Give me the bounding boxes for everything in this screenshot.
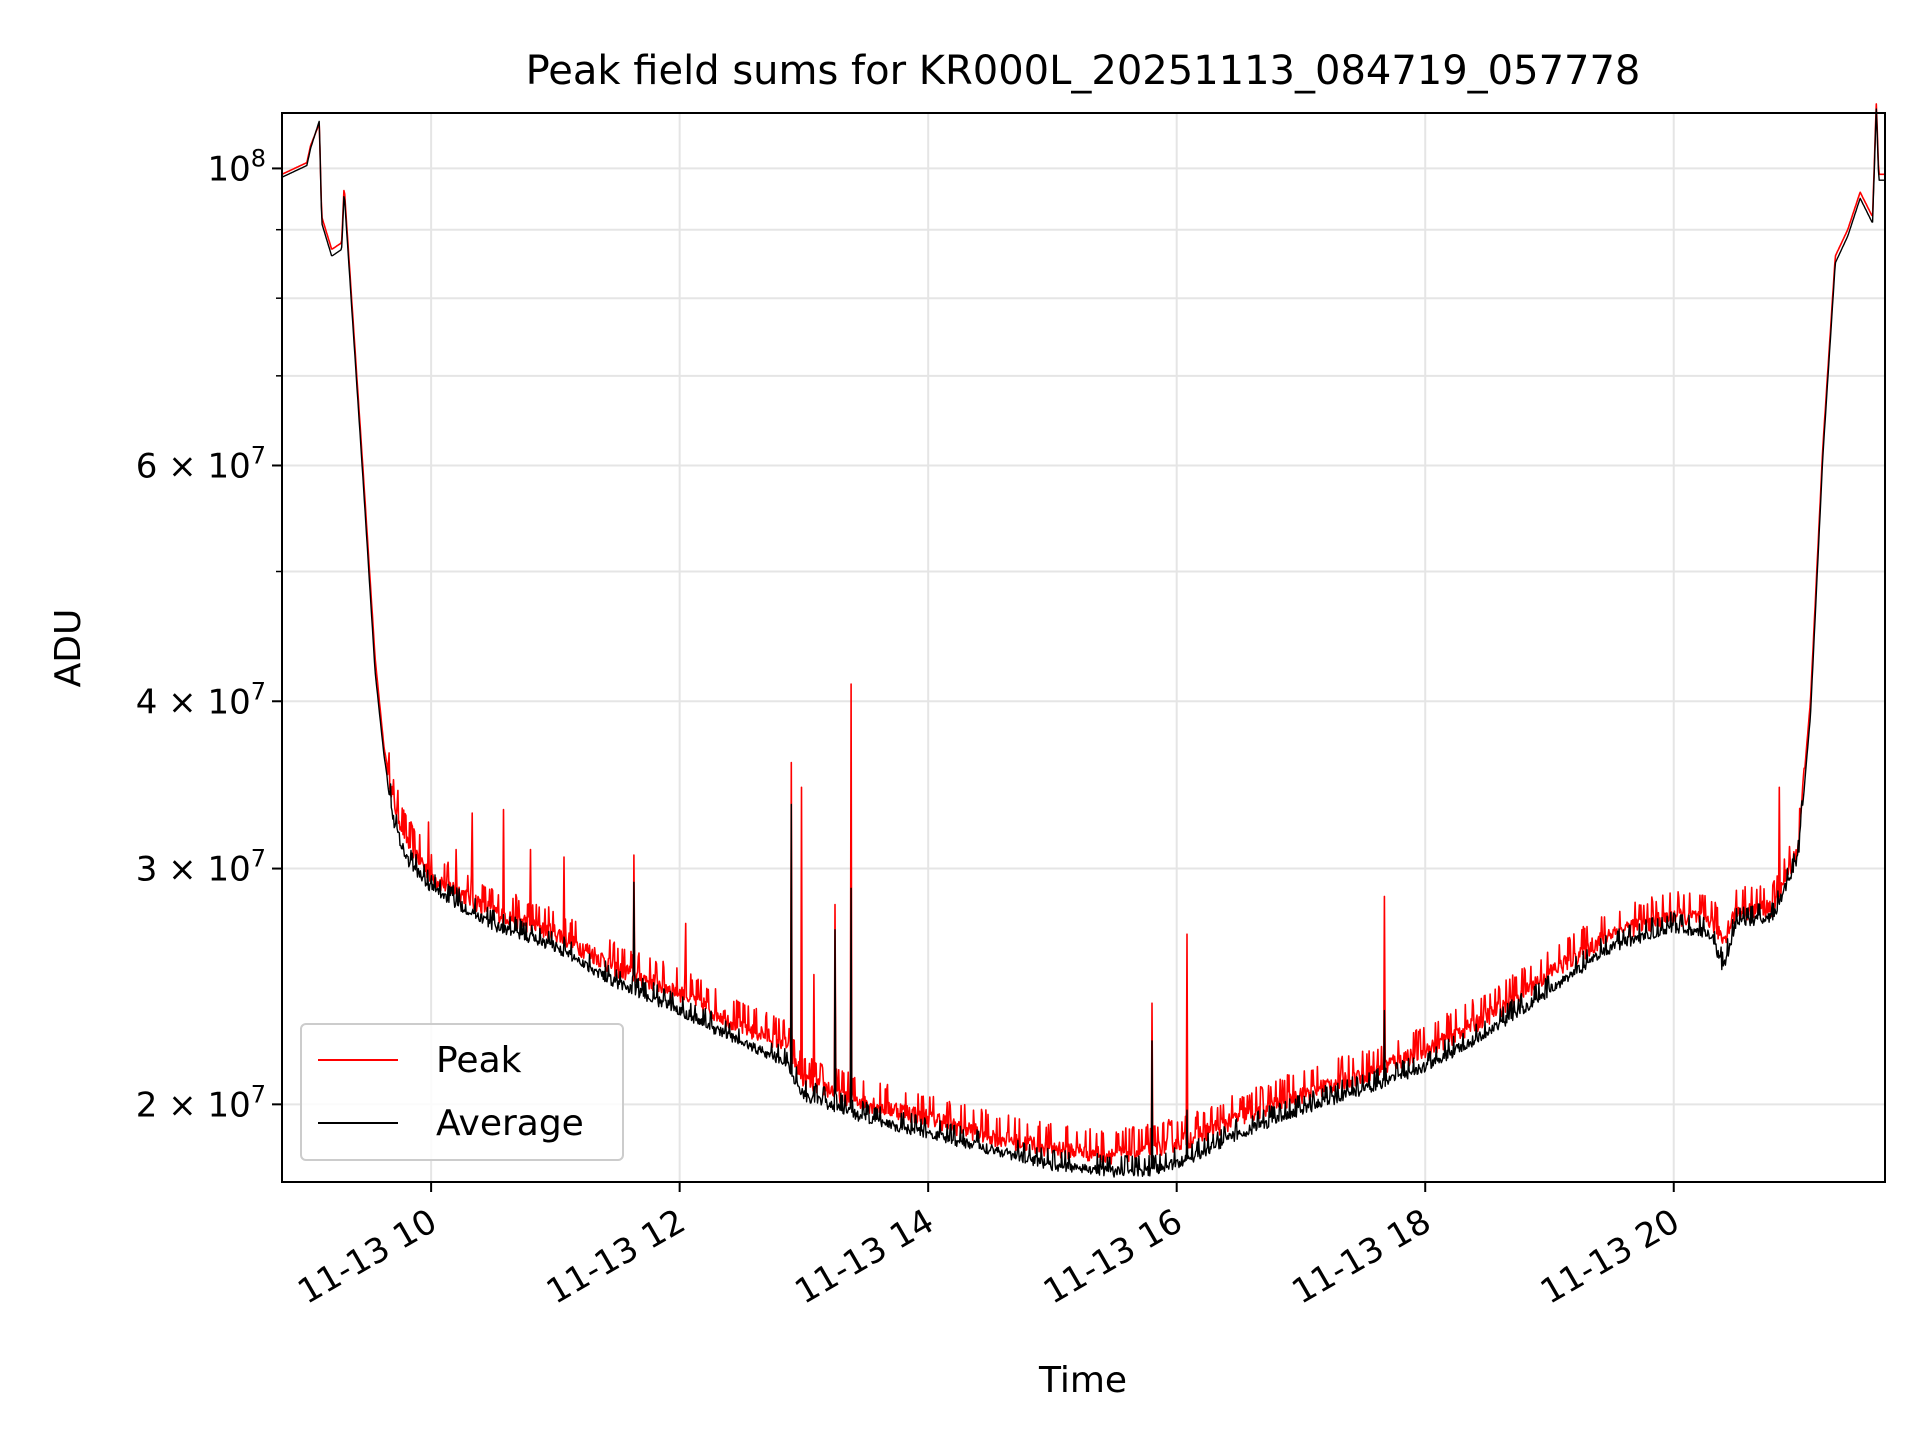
y-tick-label: 3 × 107 [136,845,266,890]
legend-box [300,1023,624,1161]
series-line-average [281,108,1885,1178]
legend-average-label: Average [436,1103,584,1144]
y-tick-label: 108 [207,144,266,189]
x-axis-label: Time [1038,1360,1127,1401]
grid [282,113,1885,1182]
chart-title: Peak field sums for KR000L_20251113_0847… [526,48,1641,94]
y-tick-label: 2 × 107 [136,1080,266,1125]
legend: Peak Average [300,1023,624,1161]
y-tick-label: 6 × 107 [136,441,266,486]
y-axis-label: ADU [48,609,89,688]
y-tick-label: 4 × 107 [136,677,266,722]
axes-frame [281,112,1886,1183]
series-layer [281,103,1886,1178]
legend-peak-label: Peak [436,1040,522,1081]
